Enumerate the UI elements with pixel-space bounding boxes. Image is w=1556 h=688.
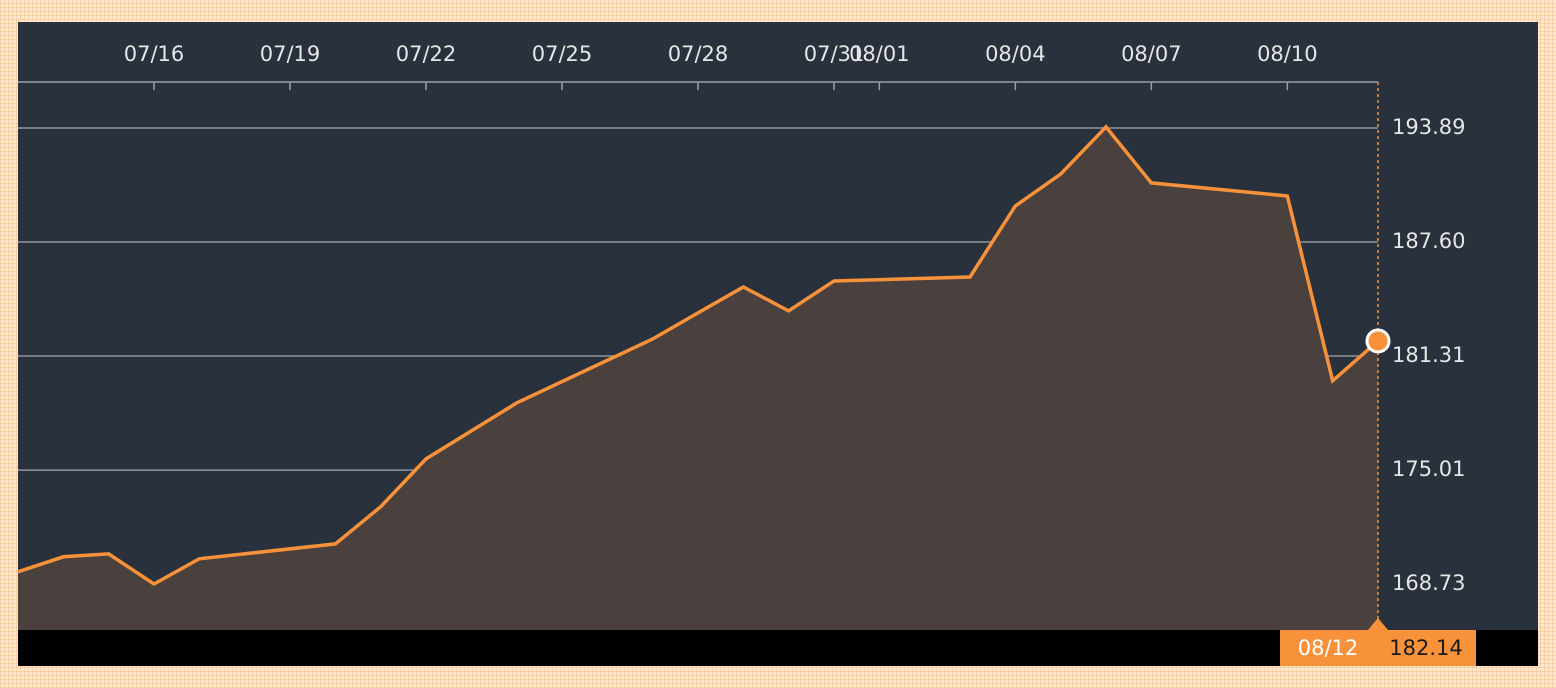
x-tick-label: 07/28 xyxy=(668,42,729,66)
x-tick-label: 08/04 xyxy=(985,42,1046,66)
y-tick-label: 168.73 xyxy=(1392,571,1465,595)
x-tick-label: 08/07 xyxy=(1121,42,1182,66)
last-label-pointer xyxy=(1368,618,1388,630)
x-tick-label: 07/19 xyxy=(260,42,321,66)
y-tick-label: 181.31 xyxy=(1392,343,1465,367)
x-tick-label: 08/10 xyxy=(1257,42,1318,66)
line xyxy=(17,124,1380,587)
y-tick-label: 175.01 xyxy=(1392,457,1465,481)
last-date-label: 08/12 xyxy=(1298,636,1359,660)
last-value-label: 182.14 xyxy=(1389,636,1462,660)
y-tick-label: 193.89 xyxy=(1392,115,1465,139)
x-tick-label: 07/25 xyxy=(532,42,593,66)
x-tick-label: 08/01 xyxy=(849,42,910,66)
y-tick-label: 187.60 xyxy=(1392,229,1465,253)
area xyxy=(18,126,1378,630)
x-tick-label: 07/16 xyxy=(124,42,185,66)
x-tick-label: 07/31 xyxy=(804,42,865,66)
last-label-box xyxy=(1280,630,1476,666)
last-point xyxy=(1365,328,1391,354)
x-tick-label: 07/22 xyxy=(396,42,457,66)
